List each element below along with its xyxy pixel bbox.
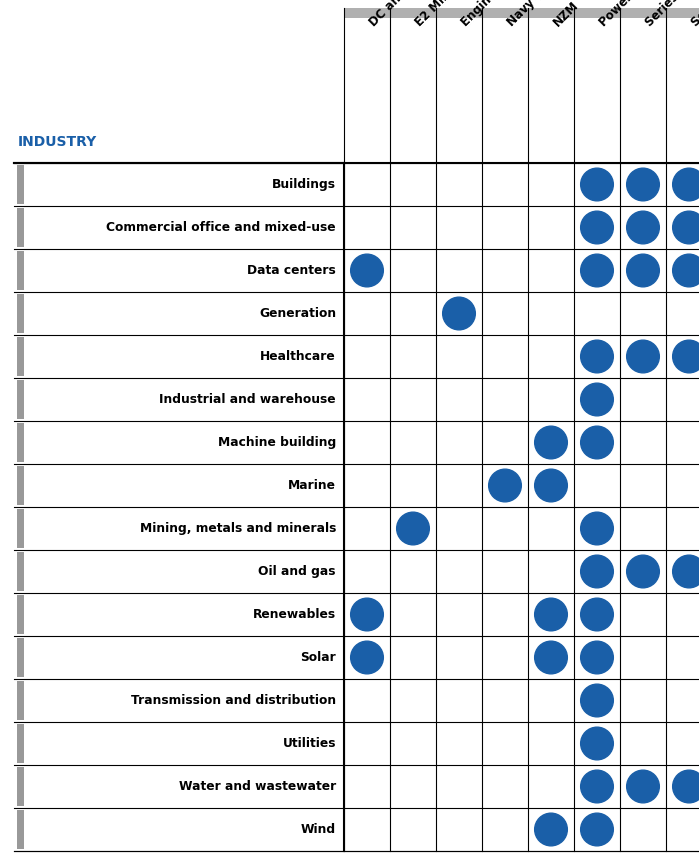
Text: Wind: Wind [301, 823, 336, 836]
Circle shape [535, 814, 568, 846]
Circle shape [442, 298, 475, 330]
Circle shape [351, 599, 383, 631]
Text: Renewables: Renewables [253, 608, 336, 621]
Circle shape [581, 642, 613, 674]
Text: Commercial office and mixed-use: Commercial office and mixed-use [106, 221, 336, 234]
Text: E2 Mining: E2 Mining [413, 0, 468, 29]
Text: INDUSTRY: INDUSTRY [18, 134, 97, 149]
Bar [17, 724, 24, 763]
Text: Machine building: Machine building [218, 436, 336, 449]
Text: Navy and Marine: Navy and Marine [505, 0, 593, 29]
Circle shape [489, 470, 521, 502]
Text: NZM: NZM [551, 0, 582, 29]
Text: Marine: Marine [288, 479, 336, 492]
Bar [344, 8, 390, 18]
Circle shape [672, 771, 699, 803]
Circle shape [627, 556, 659, 588]
Circle shape [351, 642, 383, 674]
Circle shape [672, 556, 699, 588]
Bar [390, 8, 436, 18]
Circle shape [581, 771, 613, 803]
Text: Transmission and distribution: Transmission and distribution [131, 694, 336, 707]
Circle shape [627, 341, 659, 373]
Circle shape [581, 427, 613, 459]
Circle shape [396, 513, 429, 545]
Bar [666, 8, 699, 18]
Circle shape [581, 255, 613, 287]
Bar [17, 552, 24, 591]
Text: Engine Generator: Engine Generator [459, 0, 551, 29]
Circle shape [581, 814, 613, 846]
Bar [17, 810, 24, 849]
Bar [17, 767, 24, 806]
Circle shape [672, 169, 699, 201]
Circle shape [672, 341, 699, 373]
Text: Series C: Series C [643, 0, 691, 29]
Text: Water and wastewater: Water and wastewater [179, 780, 336, 793]
Bar [436, 8, 482, 18]
Circle shape [581, 169, 613, 201]
Text: Generation: Generation [259, 307, 336, 320]
Circle shape [535, 599, 568, 631]
Circle shape [581, 212, 613, 244]
Bar [620, 8, 666, 18]
Text: Buildings: Buildings [272, 178, 336, 191]
Bar [17, 595, 24, 634]
Text: Mining, metals and minerals: Mining, metals and minerals [140, 522, 336, 535]
Circle shape [581, 685, 613, 717]
Bar [17, 638, 24, 677]
Circle shape [581, 599, 613, 631]
Bar [528, 8, 574, 18]
Circle shape [627, 212, 659, 244]
Bar [17, 509, 24, 548]
Circle shape [627, 169, 659, 201]
Circle shape [535, 427, 568, 459]
Bar [17, 251, 24, 290]
Circle shape [581, 513, 613, 545]
Bar [17, 466, 24, 505]
Circle shape [627, 771, 659, 803]
Text: Power Defense: Power Defense [597, 0, 677, 29]
Circle shape [351, 255, 383, 287]
Text: Solar: Solar [301, 651, 336, 664]
Bar [17, 208, 24, 247]
Circle shape [535, 642, 568, 674]
Circle shape [581, 728, 613, 760]
Bar [17, 337, 24, 376]
Text: Data centers: Data centers [247, 264, 336, 277]
Circle shape [672, 212, 699, 244]
Bar [17, 380, 24, 419]
Bar [482, 8, 528, 18]
Circle shape [672, 255, 699, 287]
Text: Utilities: Utilities [282, 737, 336, 750]
Circle shape [581, 341, 613, 373]
Bar [17, 423, 24, 462]
Text: Industrial and warehouse: Industrial and warehouse [159, 393, 336, 406]
Text: Healthcare: Healthcare [260, 350, 336, 363]
Circle shape [627, 255, 659, 287]
Text: Series G: Series G [689, 0, 699, 29]
Bar [17, 681, 24, 720]
Bar [574, 8, 620, 18]
Circle shape [581, 556, 613, 588]
Bar [17, 294, 24, 333]
Bar [17, 165, 24, 204]
Text: Oil and gas: Oil and gas [259, 565, 336, 578]
Circle shape [581, 384, 613, 416]
Circle shape [535, 470, 568, 502]
Text: DC and PV Gard: DC and PV Gard [367, 0, 451, 29]
